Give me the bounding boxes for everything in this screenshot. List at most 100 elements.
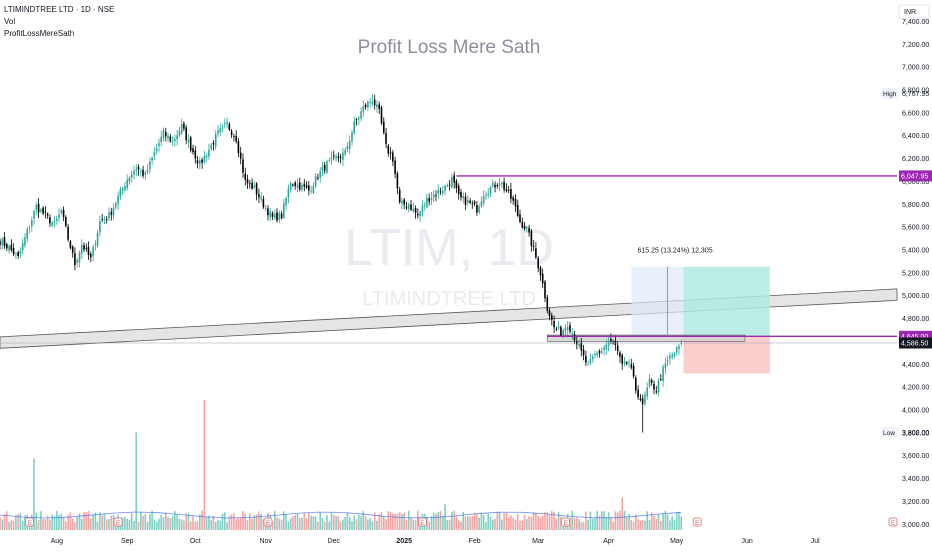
candle-body <box>648 378 651 387</box>
candle-body <box>394 160 396 174</box>
candle-body <box>446 185 449 186</box>
volume-bar <box>62 517 65 530</box>
volume-bar <box>53 516 56 530</box>
price-tick-label: 7,000.00 <box>902 65 929 72</box>
candle-body <box>205 156 208 158</box>
candle-body <box>516 205 519 216</box>
time-tick-label: Oct <box>190 538 201 545</box>
last-price-tag <box>899 337 932 349</box>
volume-bar <box>251 518 253 530</box>
volume-bar <box>369 518 371 530</box>
candle-body <box>385 133 387 144</box>
volume-bar <box>451 511 453 530</box>
volume-bar <box>405 520 408 530</box>
candle-body <box>678 346 680 349</box>
candle-body <box>389 152 392 154</box>
candle-body <box>305 185 308 188</box>
price-tick-label: 7,200.00 <box>902 42 929 49</box>
loss-zone <box>683 336 770 374</box>
volume-bar <box>74 522 76 530</box>
candle-body <box>162 129 165 139</box>
candle-body <box>666 360 669 362</box>
candle-body <box>165 132 167 137</box>
volume-bar <box>94 512 97 530</box>
candle-body <box>548 310 551 316</box>
volume-bar <box>385 519 387 530</box>
candle-body <box>353 121 355 134</box>
price-tick-label: 4,200.00 <box>902 385 929 392</box>
volume-bar <box>151 510 153 530</box>
volume-label[interactable]: Vol <box>4 17 16 26</box>
price-tick-label: 3,400.00 <box>902 476 929 483</box>
indicator-label[interactable]: ProfitLossMereSath <box>4 29 75 38</box>
volume-bar <box>214 522 217 530</box>
candle-body <box>319 171 321 178</box>
candle-body <box>274 214 276 218</box>
volume-bar <box>146 521 149 530</box>
candle-body <box>160 136 162 142</box>
candle-body <box>435 195 437 196</box>
volume-bar <box>666 514 669 530</box>
price-tick-label: 5,000.00 <box>902 293 929 300</box>
volume-bar <box>612 522 614 530</box>
volume-bar <box>435 513 437 530</box>
volume-bar <box>3 514 6 530</box>
candle-body <box>523 225 526 229</box>
candle-body <box>546 297 549 311</box>
candle-body <box>580 342 583 351</box>
candle-body <box>492 183 494 186</box>
candle-body <box>537 258 539 269</box>
candle-body <box>371 101 374 104</box>
candle-body <box>56 218 58 221</box>
volume-bar <box>203 400 206 530</box>
symbol-label[interactable]: LTIMINDTREE LTD · 1D · NSE <box>4 5 115 14</box>
candle-body <box>92 246 94 256</box>
candle-body <box>217 130 219 134</box>
candle-body <box>258 194 260 198</box>
volume-bar <box>410 517 412 530</box>
candle-body <box>58 214 60 218</box>
candle-body <box>115 203 117 208</box>
volume-bar <box>471 515 474 530</box>
candle-body <box>610 339 612 342</box>
volume-bar <box>528 516 530 530</box>
candle-body <box>135 169 137 171</box>
price-tick-label: 3,800.00 <box>902 430 929 437</box>
candle-body <box>564 327 567 331</box>
price-tick-label: 4,000.00 <box>902 408 929 415</box>
candle-body <box>619 352 621 357</box>
volume-bar <box>344 517 346 530</box>
candle-body <box>83 245 85 250</box>
candle-body <box>351 132 353 142</box>
volume-bar <box>362 511 365 530</box>
volume-bar <box>505 512 508 530</box>
candle-body <box>180 124 183 134</box>
volume-bar <box>614 511 617 530</box>
volume-bar <box>573 517 576 530</box>
candle-body <box>96 232 99 246</box>
volume-bar <box>289 518 292 530</box>
volume-bar <box>144 514 147 530</box>
candle-body <box>280 213 283 219</box>
volume-bar <box>58 515 60 530</box>
volume-bar <box>446 520 449 530</box>
candle-body <box>469 200 471 203</box>
time-tick-label: Nov <box>259 538 272 545</box>
candle-body <box>501 183 503 185</box>
volume-bar <box>380 512 383 530</box>
volume-bar <box>217 519 219 530</box>
volume-bar <box>224 512 226 530</box>
candle-body <box>42 207 44 214</box>
volume-bar <box>671 516 673 530</box>
volume-bar <box>246 520 249 530</box>
candle-body <box>514 198 517 207</box>
volume-bar <box>1 519 4 530</box>
candle-body <box>105 219 108 220</box>
candle-body <box>383 121 385 133</box>
volume-bar <box>364 516 367 530</box>
candle-body <box>360 111 362 119</box>
high-label-bg <box>881 88 899 100</box>
volume-bar <box>664 511 667 530</box>
